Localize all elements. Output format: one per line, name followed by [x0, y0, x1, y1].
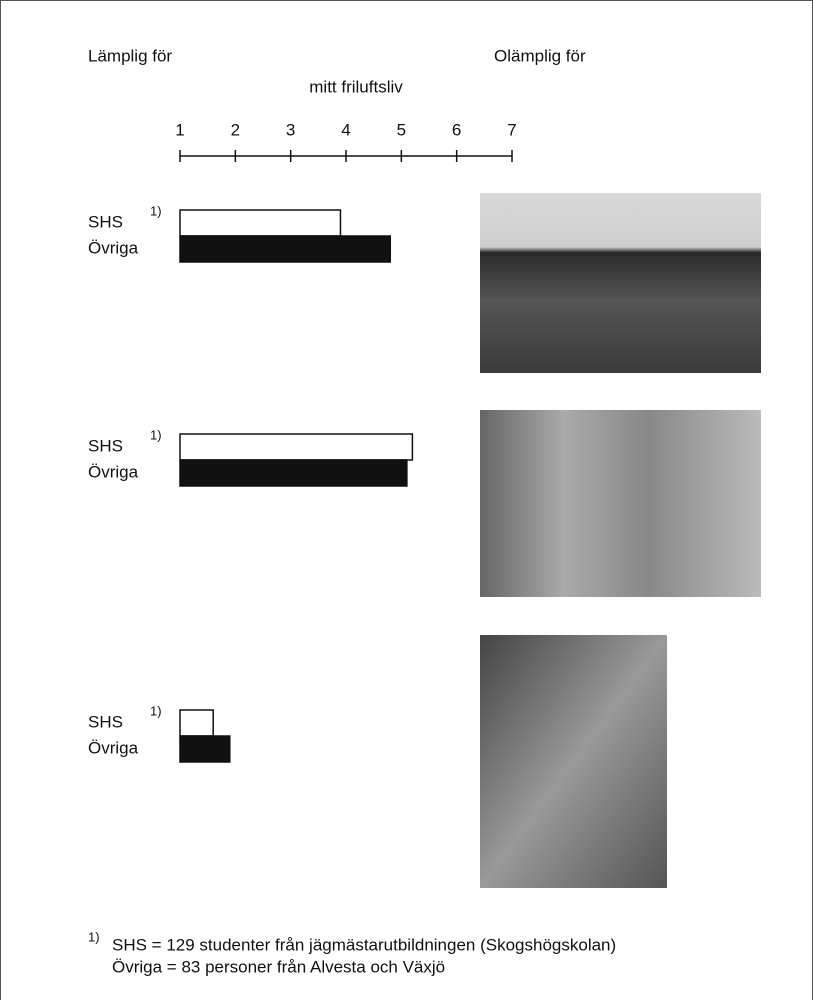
left-label: Lämplig för	[88, 46, 172, 65]
photo	[480, 193, 761, 373]
x-tick-label: 3	[286, 120, 295, 139]
legend-label: Övriga	[88, 738, 139, 757]
footnote-line: SHS = 129 studenter från jägmästarutbild…	[112, 935, 616, 954]
bar	[179, 235, 392, 263]
bar	[179, 459, 408, 487]
legend-label: Övriga	[88, 462, 139, 481]
right-label: Olämplig för	[494, 46, 586, 65]
bar	[179, 433, 414, 461]
photo	[480, 635, 667, 888]
legend-label: SHS	[88, 712, 123, 731]
bar	[179, 209, 342, 237]
x-tick-label: 2	[231, 120, 240, 139]
x-tick-label: 6	[452, 120, 461, 139]
x-tick-label: 7	[507, 120, 516, 139]
x-tick-label: 4	[341, 120, 350, 139]
footnote-marker: 1)	[150, 703, 162, 718]
x-tick-label: 1	[175, 120, 184, 139]
footnote-marker: 1)	[150, 427, 162, 442]
legend-label: Övriga	[88, 238, 139, 257]
legend-label: SHS	[88, 212, 123, 231]
photo	[480, 410, 761, 597]
bar	[179, 735, 231, 763]
footnote-marker: 1)	[150, 203, 162, 218]
axis-title: mitt friluftsliv	[309, 77, 403, 96]
footnote-marker: 1)	[88, 929, 100, 944]
legend-label: SHS	[88, 436, 123, 455]
footnote-line: Övriga = 83 personer från Alvesta och Vä…	[112, 957, 445, 976]
bar	[179, 709, 214, 737]
x-tick-label: 5	[397, 120, 406, 139]
